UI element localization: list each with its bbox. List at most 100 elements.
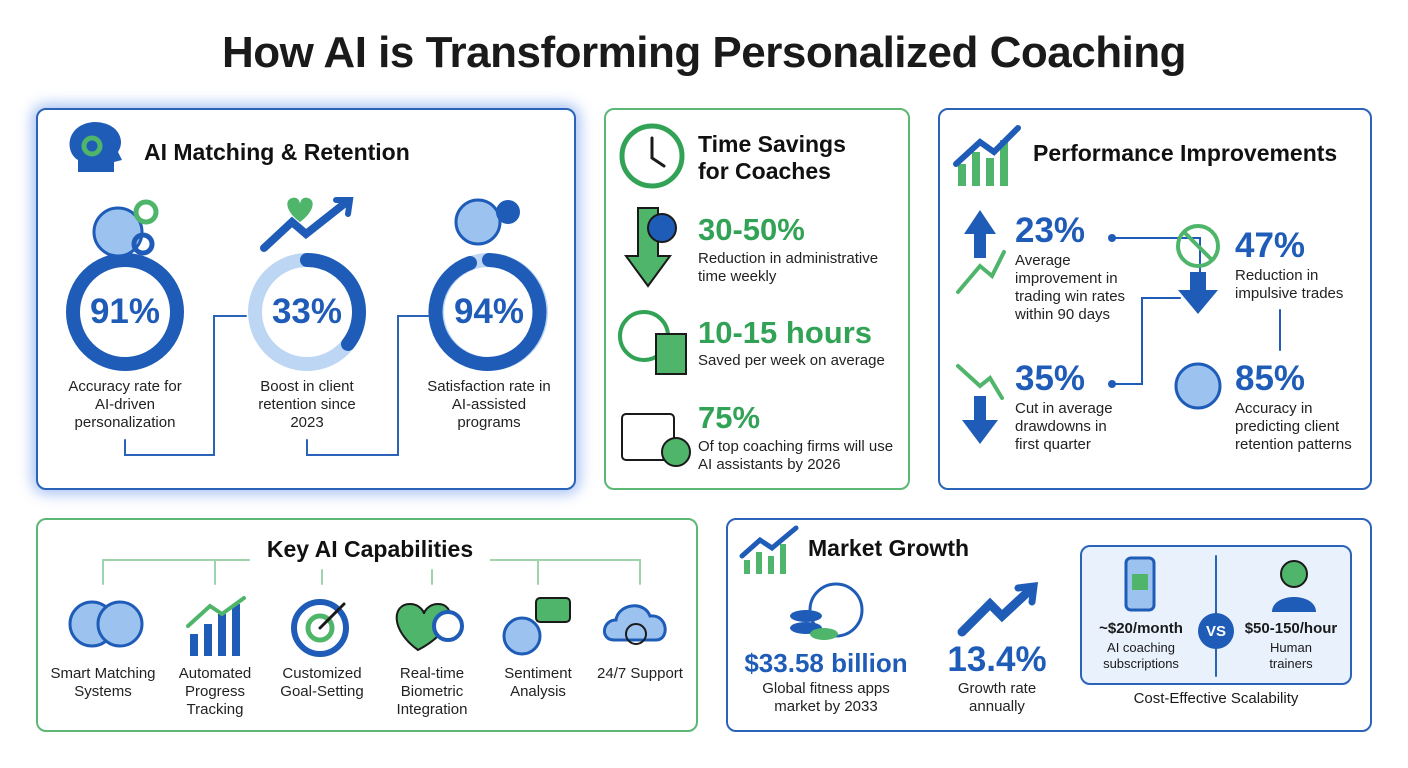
compare-label: AI coaching subscriptions — [1103, 640, 1179, 671]
stat-label: Saved per week on average — [698, 352, 885, 369]
coin-stack — [810, 628, 838, 640]
connector — [306, 315, 429, 456]
head-icon — [96, 600, 144, 648]
brain-icon — [92, 206, 144, 258]
capability-graphics — [68, 559, 667, 657]
panel-title: Market Growth — [808, 535, 970, 561]
bar-icon — [756, 552, 762, 574]
ring-arc — [428, 253, 547, 371]
capability-label: Sentiment Analysis — [504, 665, 572, 700]
stat-label: Accuracy in predicting client retention … — [1235, 400, 1352, 453]
panel-title: Key AI Capabilities — [250, 536, 490, 563]
heart-icon — [287, 197, 313, 222]
clock-icon — [619, 123, 685, 189]
bar-icon — [232, 604, 240, 656]
face-icon — [502, 616, 542, 656]
target-ring — [305, 613, 335, 643]
stat-value: 85% — [1235, 359, 1306, 398]
performance-graphics — [953, 125, 1281, 444]
ring-arc — [300, 253, 367, 351]
stat-label: Growth rate annually — [957, 680, 1037, 715]
no-slash — [1182, 230, 1214, 262]
dart — [318, 602, 346, 630]
gear-icon — [81, 135, 103, 157]
stat-value: 47% — [1235, 226, 1306, 265]
smile-icon — [454, 198, 502, 246]
headset-icon — [625, 623, 647, 645]
down-arrow — [962, 396, 998, 444]
page-title: How AI is Transforming Personalized Coac… — [221, 28, 1187, 77]
capability-label: 24/7 Support — [597, 665, 683, 682]
head-icon — [69, 122, 122, 172]
matching-graphics — [66, 122, 548, 456]
caption: Cost-Effective Scalability — [1133, 690, 1299, 707]
bar-icon — [958, 164, 966, 186]
gear-icon — [131, 232, 155, 256]
stat-label: Of top coaching firms will use AI assist… — [698, 438, 894, 473]
compare-value: $50-150/hour — [1244, 620, 1338, 637]
cloud-icon — [603, 604, 667, 642]
timer-icon — [647, 213, 677, 243]
bar-icon — [780, 544, 786, 574]
trend-arrow — [957, 585, 1035, 637]
trend-arrow — [953, 125, 1021, 167]
stat-label: Boost in client retention since 2023 — [258, 378, 356, 431]
clock-hands — [650, 136, 666, 168]
stat-label: Accuracy rate for AI-driven personalizat… — [68, 378, 182, 431]
stat-value: $33.58 billion — [744, 648, 908, 678]
panel-title: AI Matching & Retention — [144, 139, 410, 165]
bar-icon — [218, 614, 226, 656]
trend-line — [956, 364, 1004, 400]
capability-label: Customized Goal-Setting — [280, 665, 364, 700]
arrow-head — [333, 197, 354, 217]
stat-value: 94% — [453, 292, 525, 331]
bar-icon — [190, 634, 198, 656]
down-arrow — [1178, 272, 1218, 314]
bar-icon — [972, 152, 980, 186]
arrow-head — [1014, 581, 1039, 606]
vs-badge — [1198, 613, 1234, 649]
stat-value: 91% — [89, 292, 161, 331]
target-icon — [291, 599, 349, 657]
calendar-icon — [621, 413, 675, 461]
stat-label: Global fitness apps market by 2033 — [762, 680, 890, 715]
stat-label: Reduction in administrative time weekly — [698, 250, 879, 285]
dot — [1108, 234, 1116, 242]
stat-value: 23% — [1015, 211, 1086, 250]
brain-icon — [1174, 362, 1222, 410]
watch-icon — [432, 610, 464, 642]
trend-arrow — [739, 525, 799, 559]
up-arrow — [964, 210, 996, 258]
document-icon — [655, 333, 687, 375]
matching-panel — [36, 108, 576, 490]
panel-title: Time Savings for Coaches — [698, 131, 846, 184]
trend-arrow — [186, 596, 246, 628]
gear-icon — [133, 199, 159, 225]
connector — [124, 315, 247, 456]
trend-line — [956, 250, 1006, 294]
no-icon — [1176, 224, 1220, 268]
stat-label: Satisfaction rate in AI-assisted program… — [427, 378, 551, 431]
coin-stack — [790, 610, 822, 622]
bar-icon — [1000, 140, 1008, 186]
person-head — [1280, 560, 1308, 588]
vs-label: VS — [1205, 623, 1226, 640]
stat-value: 75% — [698, 400, 761, 435]
stat-value: 13.4% — [947, 640, 1047, 679]
star-badge — [496, 200, 520, 224]
arrow-badge — [661, 437, 691, 467]
bar-icon — [744, 560, 750, 574]
panel-title: Performance Improvements — [1033, 140, 1338, 166]
time-panel — [604, 108, 910, 490]
capability-label: Real-time Biometric Integration — [396, 665, 468, 718]
stat-value: 33% — [271, 292, 343, 331]
compare-label: Human trainers — [1269, 640, 1313, 671]
time-graphics — [618, 123, 691, 467]
stat-label: Average improvement in trading win rates… — [1015, 252, 1126, 323]
market-graphics — [739, 525, 1316, 677]
capability-label: Smart Matching Systems — [50, 665, 156, 700]
chip-icon — [1132, 574, 1148, 590]
